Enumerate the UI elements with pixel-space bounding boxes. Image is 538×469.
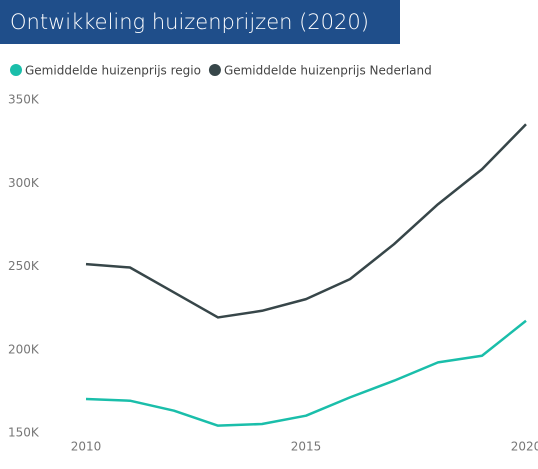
y-tick-label: 200K	[8, 342, 40, 356]
legend-label: Gemiddelde huizenprijs regio	[25, 64, 201, 78]
series-line	[85, 123, 527, 319]
x-tick-label: 2015	[291, 440, 322, 454]
y-tick-label: 350K	[8, 93, 40, 107]
series-line	[85, 319, 527, 427]
x-tick-label: 2010	[71, 440, 102, 454]
y-tick-label: 250K	[8, 259, 40, 273]
legend-marker	[10, 64, 22, 76]
x-tick-label: 2020	[511, 440, 538, 454]
y-tick-label: 300K	[8, 176, 40, 190]
legend-label: Gemiddelde huizenprijs Nederland	[224, 64, 432, 78]
y-tick-label: 150K	[8, 426, 40, 440]
chart-title: Ontwikkeling huizenprijzen (2020)	[10, 10, 369, 34]
legend-marker	[208, 64, 221, 76]
title-bar	[0, 0, 400, 44]
